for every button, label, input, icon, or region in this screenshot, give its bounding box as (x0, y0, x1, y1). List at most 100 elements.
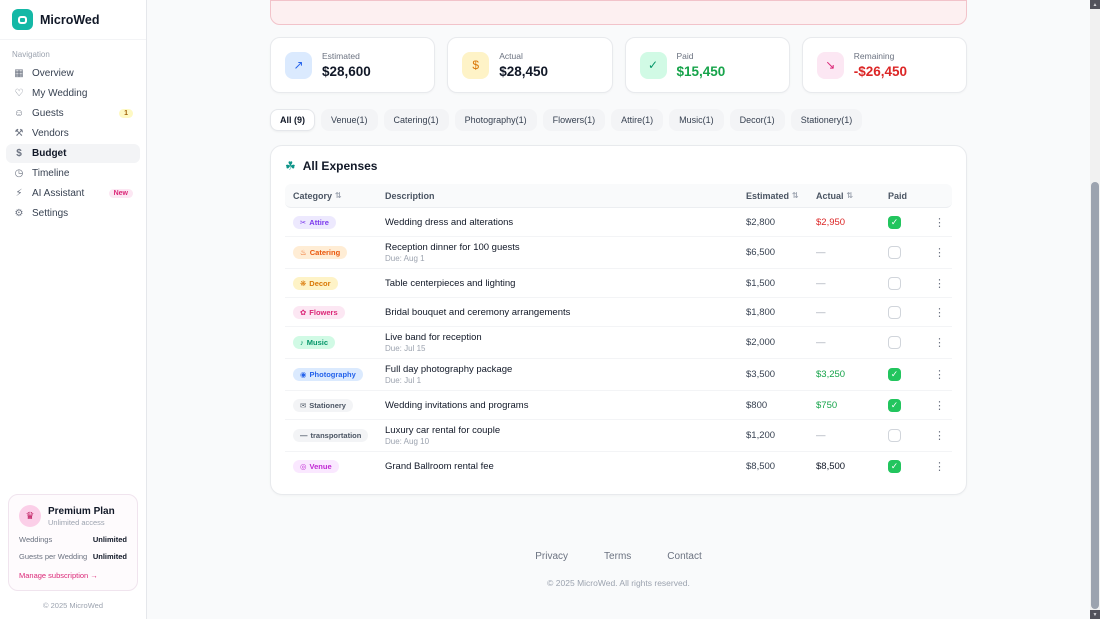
expense-row: ♨ Catering Reception dinner for 100 gues… (285, 237, 952, 269)
expense-row: ❋ Decor Table centerpieces and lighting … (285, 269, 952, 298)
paid-checkbox[interactable] (888, 336, 901, 349)
footer-link-privacy[interactable]: Privacy (535, 551, 569, 562)
stat-label: Actual (499, 51, 523, 61)
camera-icon: ◉ (300, 370, 307, 379)
sort-actual-icon[interactable]: ⇅ (846, 191, 854, 200)
estimated-amount: $800 (746, 399, 768, 411)
sidebar-nav: ▦ Overview ♡ My Wedding ☺ Guests 1 ⚒ Ven… (0, 63, 146, 224)
row-menu-button[interactable]: ⋮ (934, 461, 945, 473)
filter-tab-all-9[interactable]: All (9) (270, 109, 316, 131)
transportation-icon: — (300, 431, 308, 440)
expense-row: ✉ Stationery Wedding invitations and pro… (285, 391, 952, 420)
scroll-up-arrow[interactable]: ▲ (1090, 0, 1100, 9)
row-menu-button[interactable]: ⋮ (934, 247, 945, 259)
expense-row: ♪ Music Live band for reception Due: Jul… (285, 327, 952, 359)
paid-checkbox[interactable] (888, 429, 901, 442)
page-footer: Privacy Terms Contact © 2025 MicroWed. All… (270, 551, 967, 588)
sort-category-icon[interactable]: ⇅ (335, 191, 342, 200)
filter-tab-flowers-1[interactable]: Flowers(1) (542, 109, 606, 131)
expenses-table: Category ⇅ Description Estimated ⇅ Actua… (285, 184, 952, 481)
filter-tab-music-1[interactable]: Music(1) (669, 109, 724, 131)
stat-card-paid: ✓ Paid $15,450 (624, 37, 790, 93)
filter-tab-photography-1[interactable]: Photography(1) (454, 109, 537, 131)
catering-icon: ♨ (300, 248, 307, 257)
row-menu-button[interactable]: ⋮ (934, 369, 945, 381)
crown-icon: ♛ (19, 505, 41, 527)
actual-amount: — (816, 306, 826, 318)
filter-tab-attire-1[interactable]: Attire(1) (611, 109, 664, 131)
expenses-leaf-icon: ☘ (285, 159, 296, 173)
filter-tab-catering-1[interactable]: Catering(1) (383, 109, 449, 131)
sort-estimated-icon[interactable]: ⇅ (792, 191, 799, 200)
paid-checkbox[interactable] (888, 305, 901, 319)
sidebar-item-ai-assistant[interactable]: ⚡ AI Assistant New (6, 184, 140, 203)
paid-checkbox[interactable]: ✓ (888, 215, 901, 229)
category-badge: ◉ Photography (293, 368, 363, 381)
expense-description: Full day photography package (385, 364, 513, 375)
sidebar-item-timeline[interactable]: ◷ Timeline (14, 168, 70, 179)
category-badge: — transportation (293, 429, 369, 442)
footer-link-terms[interactable]: Terms (604, 551, 632, 562)
estimated-amount: $2,000 (746, 337, 776, 348)
plan-section: ♛ Premium Plan Unlimited access Weddings… (0, 494, 146, 591)
gear-icon: ⚙ (14, 208, 24, 219)
expense-row: ◎ Venue Grand Ballroom rental fee $8,500… (285, 452, 952, 481)
category-badge: ✂ Attire (293, 215, 336, 229)
sidebar-item-overview[interactable]: ▦ Overview (14, 68, 74, 79)
row-menu-button[interactable]: ⋮ (934, 399, 945, 412)
estimated-amount: $1,200 (746, 430, 776, 441)
trend-down-icon: ↘ (816, 51, 844, 79)
sidebar-item-settings[interactable]: ⚙ Settings (14, 208, 69, 219)
alert-banner (270, 0, 967, 25)
estimated-amount: $2,800 (746, 216, 776, 228)
filter-tab-decor-1[interactable]: Decor(1) (729, 109, 785, 131)
row-menu-button[interactable]: ⋮ (934, 337, 945, 349)
row-menu-button[interactable]: ⋮ (934, 306, 945, 319)
category-badge: ❋ Decor (293, 276, 338, 290)
app-name: MicroWed (40, 12, 100, 27)
footer-copyright: © 2025 MicroWed. All rights reserved. (547, 578, 690, 588)
plan-limit-row: Guests per Wedding Unlimited (19, 552, 127, 561)
scroll-down-arrow[interactable]: ▼ (1090, 610, 1100, 619)
stat-value: -$26,450 (853, 64, 908, 79)
trend-up-icon: ↗ (285, 51, 312, 79)
estimated-amount: $6,500 (746, 247, 776, 258)
actual-amount: — (816, 277, 826, 289)
stat-value: $28,600 (322, 64, 371, 79)
column-actual: Actual ⇅ (816, 190, 854, 201)
sidebar-item-my-wedding[interactable]: ♡ My Wedding (14, 88, 88, 99)
estimated-amount: $1,500 (746, 277, 776, 289)
sidebar-item-guests[interactable]: ☺ Guests 1 (6, 104, 140, 123)
nav-section-label: Navigation (12, 50, 50, 59)
paid-checkbox[interactable] (888, 276, 901, 290)
sidebar-item-vendors[interactable]: ⚒ Vendors (14, 128, 69, 139)
paid-checkbox[interactable] (888, 246, 901, 259)
manage-subscription-link[interactable]: Manage subscription → (19, 571, 98, 580)
row-menu-button[interactable]: ⋮ (934, 216, 945, 229)
row-menu-button[interactable]: ⋮ (934, 430, 945, 442)
all-expenses-card: ☘ All Expenses Category ⇅ Description Es… (270, 145, 967, 495)
expense-description: Bridal bouquet and ceremony arrangements (385, 306, 571, 318)
column-category: Category ⇅ (293, 190, 342, 201)
plan-subtitle: Unlimited access (48, 517, 105, 527)
timeline-icon: ◷ (14, 168, 24, 179)
vertical-scrollbar[interactable]: ▲ ▼ (1090, 0, 1100, 619)
vendors-icon: ⚒ (14, 128, 24, 139)
paid-checkbox[interactable]: ✓ (888, 398, 901, 412)
app-header: MicroWed (0, 0, 146, 40)
sidebar-item-budget[interactable]: $ Budget (6, 144, 140, 163)
paid-checkbox[interactable]: ✓ (888, 368, 901, 381)
scrollbar-thumb[interactable] (1091, 182, 1099, 609)
stat-card-actual: $ Actual $28,450 (447, 37, 613, 93)
expense-description: Table centerpieces and lighting (385, 277, 516, 289)
expense-description: Luxury car rental for couple (385, 425, 501, 436)
expense-description: Reception dinner for 100 guests (385, 242, 520, 253)
estimated-amount: $1,800 (746, 306, 776, 318)
paid-checkbox[interactable]: ✓ (888, 460, 901, 473)
sidebar: MicroWed Navigation ▦ Overview ♡ My Wedd… (0, 0, 147, 619)
footer-link-contact[interactable]: Contact (667, 551, 702, 562)
row-menu-button[interactable]: ⋮ (934, 277, 945, 290)
flowers-icon: ✿ (300, 307, 307, 317)
filter-tab-venue-1[interactable]: Venue(1) (321, 109, 378, 131)
filter-tab-stationery-1[interactable]: Stationery(1) (790, 109, 863, 131)
